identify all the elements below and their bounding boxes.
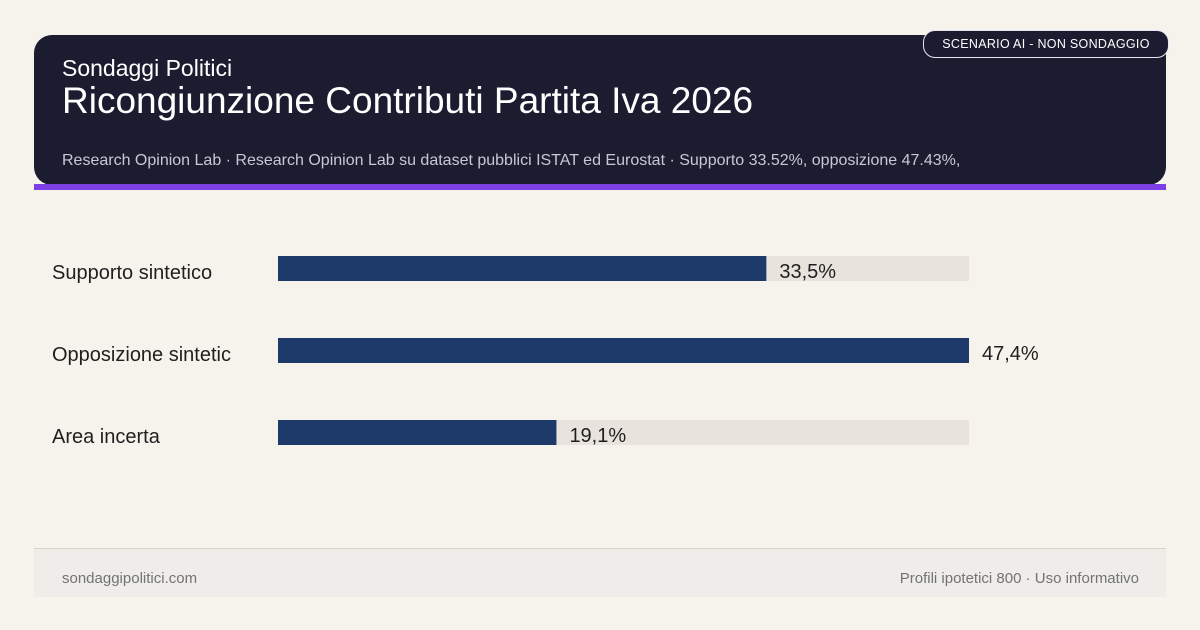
page-subtitle: Research Opinion Lab · Research Opinion … [62,152,961,169]
brand-name: Sondaggi Politici [62,55,233,81]
bar [278,256,767,281]
scenario-badge: SCENARIO AI - NON SONDAGGIO [923,30,1169,58]
category-label: Opposizione sintetic [52,344,231,366]
value-label: 47,4% [982,343,1039,365]
value-label: 19,1% [569,425,626,447]
bar [278,338,969,363]
header-accent-bar [34,184,1166,190]
category-label: Area incerta [52,426,161,448]
bar [278,420,557,445]
header-panel: Sondaggi Politici Ricongiunzione Contrib… [34,35,1166,185]
value-label: 33,5% [779,261,836,283]
page-title: Ricongiunzione Contributi Partita Iva 20… [62,80,754,121]
footer-note: Profili ipotetici 800 · Uso informativo [899,570,1139,587]
footer: sondaggipolitici.com Profili ipotetici 8… [34,548,1166,597]
footer-site-link[interactable]: sondaggipolitici.com [62,570,198,587]
category-label: Supporto sintetico [52,262,212,284]
